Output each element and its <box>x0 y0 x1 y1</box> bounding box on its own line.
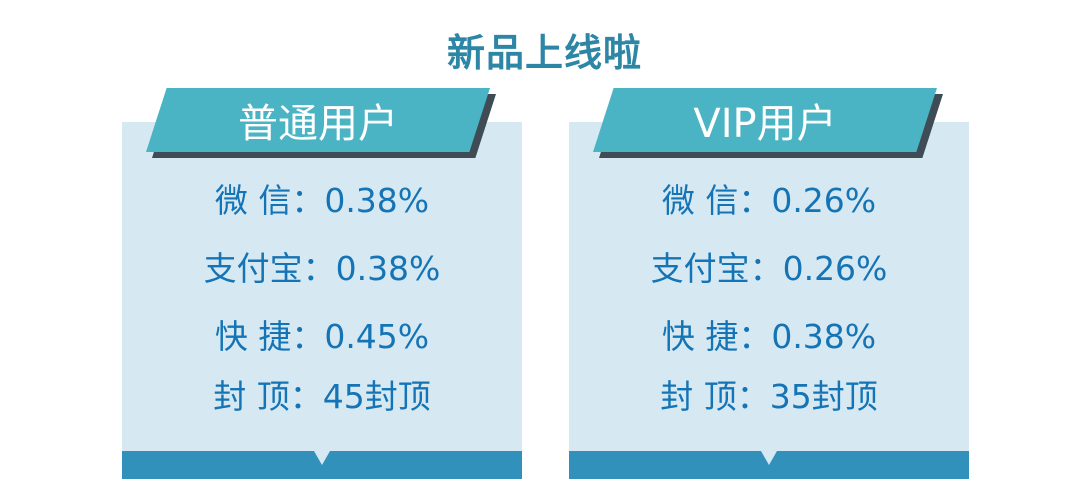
rate-row-quickpay: 快 捷：0.45% <box>214 317 430 356</box>
notch-arrow-icon <box>761 451 777 465</box>
plan-card-vip: VIP用户 微 信：0.26% 支付宝：0.26% 快 捷：0.38% 封 顶：… <box>569 88 969 479</box>
card-footer-bar <box>569 451 969 479</box>
plan-banner: VIP用户 <box>593 88 937 152</box>
rate-row-alipay: 支付宝：0.38% <box>203 249 441 288</box>
page-title: 新品上线啦 <box>446 31 642 75</box>
plan-card-regular: 普通用户 微 信：0.38% 支付宝：0.38% 快 捷：0.45% 封 顶：4… <box>122 88 522 479</box>
plan-label: VIP用户 <box>693 101 837 147</box>
plan-banner: 普通用户 <box>146 88 490 152</box>
plan-label: 普通用户 <box>238 101 398 147</box>
rate-row-wechat: 微 信：0.38% <box>214 181 430 220</box>
rate-row-wechat: 微 信：0.26% <box>661 181 877 220</box>
notch-arrow-icon <box>314 451 330 465</box>
rate-row-cap: 封 顶：35封顶 <box>660 377 878 416</box>
rate-row-cap: 封 顶：45封顶 <box>213 377 431 416</box>
card-footer-bar <box>122 451 522 479</box>
rate-row-quickpay: 快 捷：0.38% <box>661 317 877 356</box>
rate-row-alipay: 支付宝：0.26% <box>650 249 888 288</box>
